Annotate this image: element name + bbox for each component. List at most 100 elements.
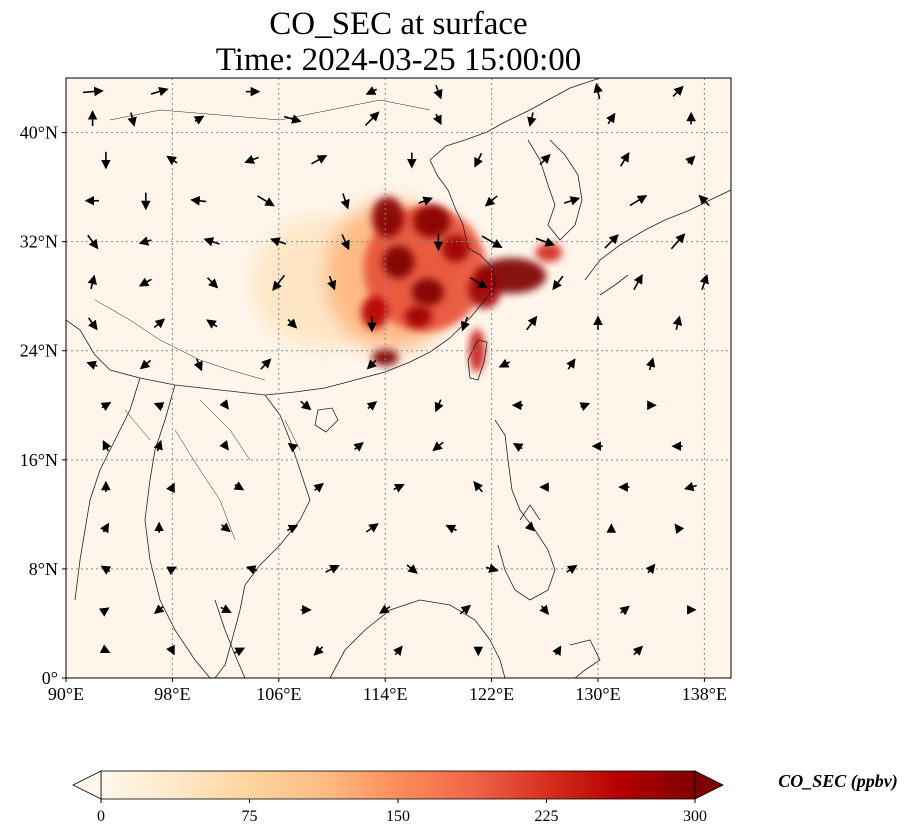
- wind-arrow: [327, 275, 337, 291]
- wind-arrow: [286, 524, 299, 534]
- wind-arrow: [629, 195, 648, 207]
- wind-arrow: [366, 359, 377, 370]
- wind-arrow: [563, 196, 581, 206]
- wind-arrow: [82, 86, 104, 97]
- wind-arrow: [535, 237, 556, 247]
- wind-arrow: [313, 645, 324, 656]
- wind-arrow: [593, 82, 603, 100]
- y-tick-label: 24°N: [20, 341, 58, 361]
- coastline-borneo: [329, 599, 506, 678]
- wind-arrow: [100, 402, 112, 412]
- wind-arrow: [166, 155, 178, 166]
- wind-arrow: [459, 604, 472, 615]
- wind-arrow: [272, 274, 286, 292]
- wind-arrow: [233, 481, 245, 491]
- wind-arrow: [418, 196, 433, 206]
- wind-arrow: [539, 604, 549, 616]
- x-tick-label: 106°E: [256, 684, 301, 704]
- y-tick-label: 40°N: [20, 123, 58, 143]
- wind-arrow: [166, 482, 175, 494]
- x-tick-label: 114°E: [363, 684, 408, 704]
- wind-arrow: [645, 563, 656, 575]
- wind-arrow: [645, 357, 656, 371]
- wind-arrow: [153, 318, 166, 329]
- wind-arrow: [206, 277, 219, 289]
- coastline-taiwan: [467, 339, 488, 381]
- wind-arrow: [193, 358, 203, 372]
- colorbar-label: CO_SEC (ppbv): [778, 771, 898, 792]
- x-tick-label: 98°E: [154, 684, 190, 704]
- map-frame: [65, 77, 732, 679]
- wind-arrow: [220, 522, 231, 533]
- wind-arrow: [353, 441, 364, 452]
- map-background: [66, 78, 731, 678]
- wind-arrow: [606, 112, 616, 125]
- co-plume-6: [382, 245, 415, 279]
- wind-arrow: [244, 154, 259, 164]
- map-title-line-1: CO_SEC at surface: [269, 6, 528, 42]
- gridlines: [66, 78, 731, 678]
- wind-arrow: [406, 564, 418, 574]
- wind-vectors: [82, 82, 710, 657]
- wind-arrow: [566, 358, 576, 370]
- colorbar: 0 75 150 225 300 CO_SEC (ppbv): [72, 770, 898, 825]
- x-tick-label: 90°E: [48, 684, 84, 704]
- wind-arrow: [86, 360, 98, 370]
- wind-arrow: [153, 402, 165, 412]
- coastline-indochina: [74, 377, 311, 678]
- x-tick-label: 138°E: [682, 684, 727, 704]
- wind-arrow: [566, 564, 578, 575]
- wind-arrow: [469, 277, 488, 289]
- wind-arrow: [153, 439, 163, 452]
- wind-arrow: [139, 359, 152, 370]
- wind-arrow: [619, 605, 630, 616]
- coastline-korea: [527, 139, 583, 241]
- co-plume-7: [411, 278, 444, 306]
- y-tick-label: 16°N: [20, 450, 58, 470]
- wind-arrow: [325, 564, 340, 574]
- wind-arrow: [300, 400, 312, 411]
- wind-arrow: [100, 565, 112, 575]
- wind-arrow: [539, 153, 551, 166]
- wind-arrow: [365, 523, 379, 533]
- wind-arrow: [340, 234, 350, 251]
- wind-arrow: [313, 482, 324, 493]
- wind-arrow: [619, 152, 630, 167]
- wind-arrow: [473, 481, 484, 493]
- co-plume-10: [371, 349, 399, 366]
- wind-arrow: [672, 315, 683, 331]
- wind-arrow: [287, 318, 298, 329]
- wind-arrow: [219, 399, 229, 410]
- map-area: 90°E 98°E 106°E 114°E 122°E 130°E 138°E 0° 8°N 1…: [20, 77, 732, 704]
- wind-arrow: [481, 235, 503, 249]
- wind-arrow: [445, 524, 457, 534]
- wind-arrow: [433, 84, 443, 100]
- wind-arrow: [260, 358, 272, 370]
- wind-arrow: [698, 194, 710, 207]
- wind-arrow: [670, 233, 686, 250]
- y-tick-label: 0°: [42, 668, 58, 688]
- colorbar-ticks: 0 75 150 225 300: [97, 799, 707, 825]
- co-plume-8: [405, 305, 432, 328]
- wind-arrow: [283, 114, 302, 124]
- co-plume-4: [413, 204, 451, 238]
- wind-arrow: [311, 155, 328, 165]
- wind-arrow: [552, 645, 562, 657]
- wind-arrow: [87, 274, 97, 290]
- wind-arrow: [193, 115, 205, 125]
- wind-arrow: [257, 195, 275, 207]
- colorbar-tick-label: 300: [683, 808, 707, 825]
- colorbar-tick-label: 225: [535, 808, 559, 825]
- wind-arrow: [685, 155, 696, 166]
- wind-arrow: [379, 604, 391, 614]
- colorbar-extend-min: [72, 770, 102, 800]
- wind-arrow: [102, 439, 112, 452]
- wind-arrow: [393, 483, 405, 493]
- wind-arrow: [153, 604, 165, 615]
- wind-arrow: [138, 277, 152, 287]
- wind-arrow: [233, 647, 246, 657]
- wind-arrow: [632, 645, 644, 656]
- wind-arrow: [460, 316, 470, 332]
- wind-arrow: [392, 645, 403, 656]
